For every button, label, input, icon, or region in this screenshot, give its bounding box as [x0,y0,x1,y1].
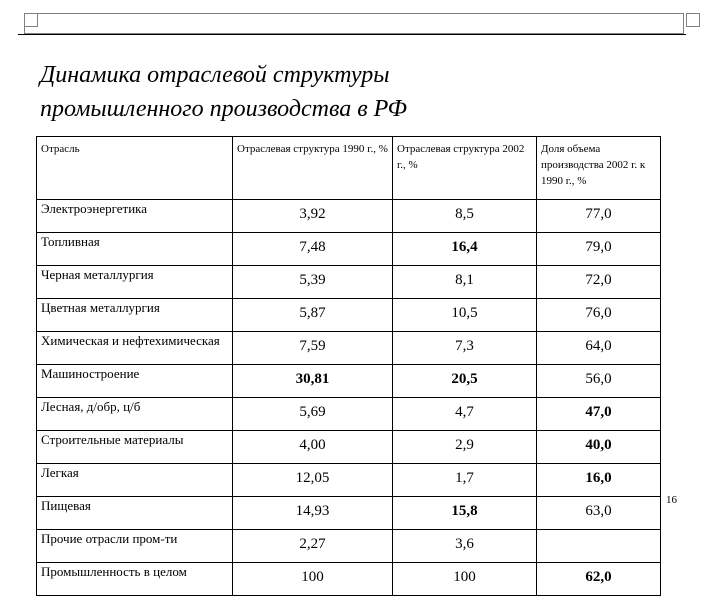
value-share: 76,0 [536,298,661,332]
value-share: 47,0 [536,397,661,431]
value-2002: 15,8 [392,496,537,530]
header-share: Доля объема производства 2002 г. к 1990 … [536,136,661,200]
page-title: Динамика отраслевой структуры промышленн… [40,58,407,126]
industry-name: Топливная [36,232,233,266]
industry-name: Пищевая [36,496,233,530]
header-1990: Отраслевая структура 1990 г., % [232,136,393,200]
value-2002: 10,5 [392,298,537,332]
corner-square-left [24,13,38,27]
industry-name: Легкая [36,463,233,497]
value-share: 64,0 [536,331,661,365]
value-2002: 1,7 [392,463,537,497]
table-row: Пищевая 14,93 15,8 63,0 [36,496,661,530]
value-share: 79,0 [536,232,661,266]
table-row: Химическая и нефтехимическая 7,59 7,3 64… [36,331,661,365]
value-share: 72,0 [536,265,661,299]
value-2002: 8,5 [392,199,537,233]
value-1990: 100 [232,562,393,596]
industry-name: Электроэнергетика [36,199,233,233]
table-row: Легкая 12,05 1,7 16,0 [36,463,661,497]
industry-name: Строительные материалы [36,430,233,464]
industry-structure-table: Отрасль Отраслевая структура 1990 г., % … [36,136,661,596]
value-share: 16,0 [536,463,661,497]
table-row: Машиностроение 30,81 20,5 56,0 [36,364,661,398]
title-line-1: Динамика отраслевой структуры [40,62,390,88]
value-1990: 7,59 [232,331,393,365]
value-share: 56,0 [536,364,661,398]
value-2002: 16,4 [392,232,537,266]
divider-line [18,34,686,35]
value-2002: 100 [392,562,537,596]
value-2002: 20,5 [392,364,537,398]
industry-name: Прочие отрасли пром-ти [36,529,233,563]
value-1990: 4,00 [232,430,393,464]
value-2002: 2,9 [392,430,537,464]
value-1990: 5,87 [232,298,393,332]
value-2002: 7,3 [392,331,537,365]
industry-name: Машиностроение [36,364,233,398]
value-share: 62,0 [536,562,661,596]
value-1990: 5,39 [232,265,393,299]
value-share: 63,0 [536,496,661,530]
table-row: Строительные материалы 4,00 2,9 40,0 [36,430,661,464]
header-2002: Отраслевая структура 2002 г., % [392,136,537,200]
table-row: Электроэнергетика 3,92 8,5 77,0 [36,199,661,233]
table-row: Топливная 7,48 16,4 79,0 [36,232,661,266]
value-2002: 3,6 [392,529,537,563]
table-row: Цветная металлургия 5,87 10,5 76,0 [36,298,661,332]
value-1990: 30,81 [232,364,393,398]
value-1990: 2,27 [232,529,393,563]
header-industry: Отрасль [36,136,233,200]
value-1990: 3,92 [232,199,393,233]
header-bar [24,13,684,34]
slide-number: 16 [666,494,677,506]
industry-name: Промышленность в целом [36,562,233,596]
corner-square-right [686,13,700,27]
value-1990: 12,05 [232,463,393,497]
value-2002: 8,1 [392,265,537,299]
table-row: Черная металлургия 5,39 8,1 72,0 [36,265,661,299]
table-header-row: Отрасль Отраслевая структура 1990 г., % … [36,136,661,200]
industry-name: Химическая и нефтехимическая [36,331,233,365]
industry-name: Цветная металлургия [36,298,233,332]
value-2002: 4,7 [392,397,537,431]
industry-name: Черная металлургия [36,265,233,299]
industry-name: Лесная, д/обр, ц/б [36,397,233,431]
title-line-2: промышленного производства в РФ [40,96,407,122]
table-row: Лесная, д/обр, ц/б 5,69 4,7 47,0 [36,397,661,431]
value-1990: 5,69 [232,397,393,431]
value-1990: 14,93 [232,496,393,530]
value-share: 77,0 [536,199,661,233]
value-share [536,529,661,563]
value-share: 40,0 [536,430,661,464]
value-1990: 7,48 [232,232,393,266]
table-row: Прочие отрасли пром-ти 2,27 3,6 [36,529,661,563]
table-row: Промышленность в целом 100 100 62,0 [36,562,661,596]
